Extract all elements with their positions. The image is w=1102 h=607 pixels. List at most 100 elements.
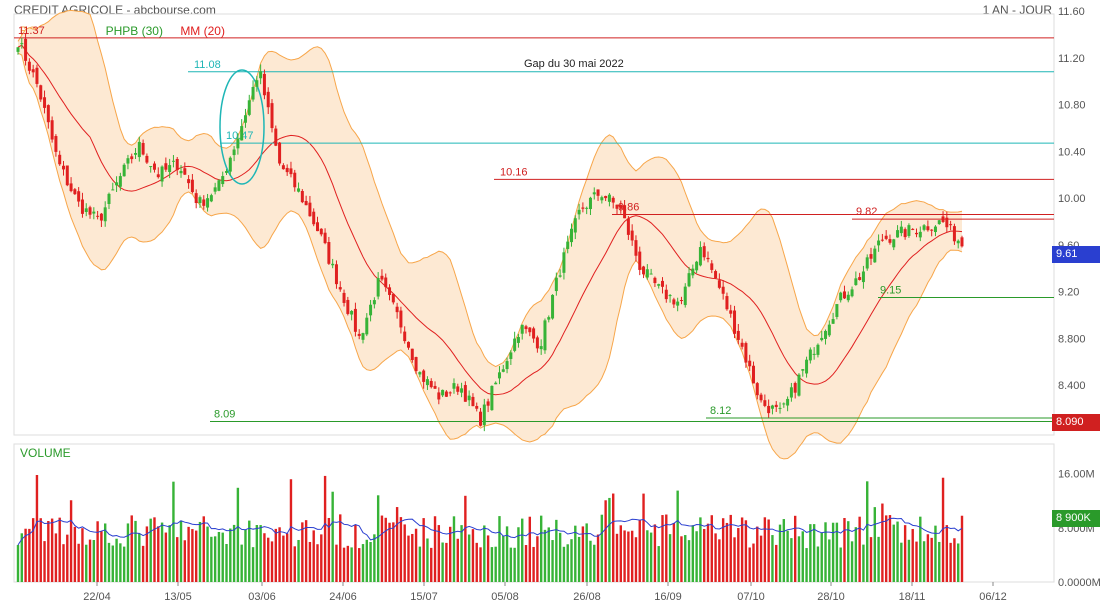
- candle: [907, 225, 911, 236]
- y-tick-label: 10.80: [1058, 100, 1086, 112]
- volume-bar: [509, 547, 513, 582]
- candle: [429, 380, 433, 388]
- volume-average-line: [17, 517, 963, 546]
- candle: [869, 254, 873, 259]
- candle: [414, 357, 418, 372]
- volume-bar: [138, 533, 141, 582]
- candle: [691, 268, 695, 276]
- candle: [850, 289, 854, 297]
- candle: [714, 271, 718, 279]
- candle: [717, 280, 721, 288]
- volume-bar: [638, 520, 641, 582]
- candle: [134, 153, 138, 155]
- volume-bar: [111, 545, 114, 582]
- candle: [164, 163, 168, 170]
- candle: [342, 292, 346, 303]
- candle: [350, 310, 354, 315]
- candle: [630, 230, 634, 241]
- volume-bar: [119, 543, 122, 582]
- candle: [861, 271, 865, 283]
- volume-bar: [358, 548, 361, 582]
- candle: [725, 296, 729, 310]
- volume-bar: [502, 535, 505, 582]
- volume-bar: [486, 535, 490, 582]
- candle: [649, 273, 653, 275]
- volume-bar: [623, 530, 626, 582]
- volume-bar: [316, 544, 319, 582]
- candle: [585, 207, 589, 209]
- volume-bar: [361, 544, 365, 582]
- volume-bar: [805, 548, 808, 582]
- candle: [543, 320, 547, 351]
- candle: [171, 160, 175, 162]
- volume-bar: [608, 497, 611, 582]
- candle: [615, 204, 619, 209]
- candle: [240, 126, 244, 141]
- candle: [824, 330, 828, 339]
- volume-bar: [251, 547, 255, 582]
- candle: [77, 191, 81, 202]
- candle: [422, 370, 426, 382]
- candle: [497, 372, 501, 379]
- volume-bar: [801, 531, 804, 582]
- volume-bar: [229, 528, 232, 582]
- candle: [642, 266, 646, 275]
- candle: [338, 287, 342, 290]
- candle: [926, 226, 930, 231]
- candle: [695, 261, 699, 271]
- candle: [748, 360, 752, 367]
- volume-bar: [737, 528, 740, 582]
- candle: [611, 197, 615, 203]
- candle: [763, 400, 767, 406]
- volume-bar: [521, 518, 524, 582]
- x-tick-label: 03/06: [248, 591, 276, 603]
- candle: [361, 333, 365, 340]
- candle: [346, 299, 350, 314]
- candle: [369, 304, 373, 316]
- volume-bar: [206, 526, 209, 582]
- volume-bar: [911, 528, 914, 582]
- candle: [130, 156, 134, 160]
- volume-bar: [483, 525, 486, 582]
- candle: [437, 392, 441, 400]
- volume-bar: [380, 515, 384, 582]
- volume-bar: [729, 514, 732, 582]
- candle: [892, 239, 896, 248]
- candle: [61, 165, 65, 170]
- volume-bar: [551, 540, 554, 582]
- candle: [767, 405, 771, 414]
- candle: [805, 359, 809, 374]
- candle: [710, 263, 714, 270]
- candle: [782, 403, 786, 405]
- volume-bar: [418, 546, 422, 582]
- volume-bar: [536, 536, 539, 582]
- volume-bar: [630, 530, 634, 582]
- candle: [111, 189, 115, 191]
- candle: [232, 149, 236, 156]
- volume-bar: [528, 516, 532, 582]
- candle: [520, 324, 524, 334]
- candle: [570, 228, 574, 243]
- candle: [915, 232, 919, 235]
- candle: [505, 361, 509, 370]
- y-tick-label: 9.20: [1058, 287, 1079, 299]
- candle: [482, 404, 486, 426]
- candle: [558, 275, 562, 277]
- volume-bar: [668, 534, 672, 582]
- volume-bar: [661, 515, 664, 582]
- volume-bar: [24, 528, 27, 582]
- volume-bar: [274, 528, 277, 582]
- candle: [759, 394, 763, 401]
- bollinger-upper: [17, 9, 963, 368]
- candle: [573, 218, 577, 233]
- y-tick-label: 11.20: [1058, 53, 1085, 65]
- candle: [126, 158, 130, 164]
- volume-bar: [869, 537, 873, 582]
- volume-bar: [403, 524, 406, 582]
- candle: [460, 388, 464, 393]
- candle: [683, 286, 687, 306]
- volume-bar: [183, 540, 187, 582]
- volume-bar: [665, 514, 668, 582]
- volume-tick-label: 0.0000M: [1058, 577, 1101, 589]
- candle: [316, 222, 320, 232]
